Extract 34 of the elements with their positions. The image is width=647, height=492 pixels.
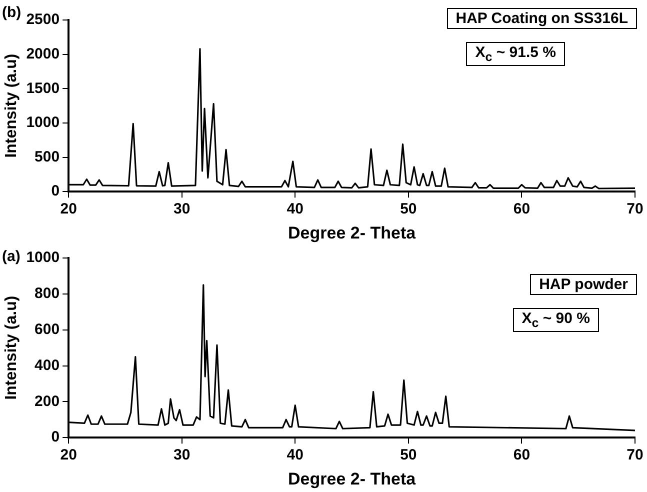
y-tick-label: 1500 (26, 80, 60, 97)
annotation: X$_{c}$ ~ 90 % (512, 308, 599, 332)
y-tick-label: 600 (34, 320, 60, 338)
x-tick-label: 40 (286, 446, 304, 464)
x-tick-label: 50 (400, 200, 417, 218)
annotation: X$_{c}$ ~ 91.5 % (466, 42, 565, 66)
x-tick-label: 20 (60, 446, 77, 464)
x-tick-label: 50 (400, 446, 417, 464)
y-tick-label: 2000 (26, 45, 60, 62)
y-tick-label: 1000 (26, 114, 60, 132)
annotation: HAP powder (530, 274, 637, 295)
text: (b) (2, 4, 22, 21)
x-tick-label: 60 (513, 200, 530, 218)
x-tick-label: 70 (626, 200, 644, 218)
x-tick-label: 30 (174, 200, 190, 218)
y-tick-label: 500 (34, 148, 60, 166)
y-tick-label: 800 (34, 285, 60, 302)
x-tick-label: 70 (626, 446, 644, 464)
y-axis-title: Intensity (a.u) (3, 296, 20, 400)
y-axis-title: Intensity (a.u) (3, 54, 20, 158)
y-tick-label: 0 (51, 182, 60, 200)
y-tick-label: 1000 (26, 249, 60, 266)
y-tick-label: 400 (34, 356, 60, 374)
annotation: HAP Coating on SS316L (446, 8, 637, 29)
x-tick-label: 30 (174, 446, 190, 464)
y-tick-label: 0 (51, 428, 60, 446)
y-tick-label: 200 (34, 392, 60, 410)
y-tick-label: 2500 (26, 11, 60, 28)
x-tick-label: 20 (60, 200, 77, 218)
x-axis-title: Degree 2- Theta (288, 223, 416, 242)
x-tick-label: 40 (286, 200, 304, 218)
x-tick-label: 60 (513, 446, 530, 464)
x-axis-title: Degree 2- Theta (288, 469, 416, 488)
text: (a) (2, 248, 20, 265)
